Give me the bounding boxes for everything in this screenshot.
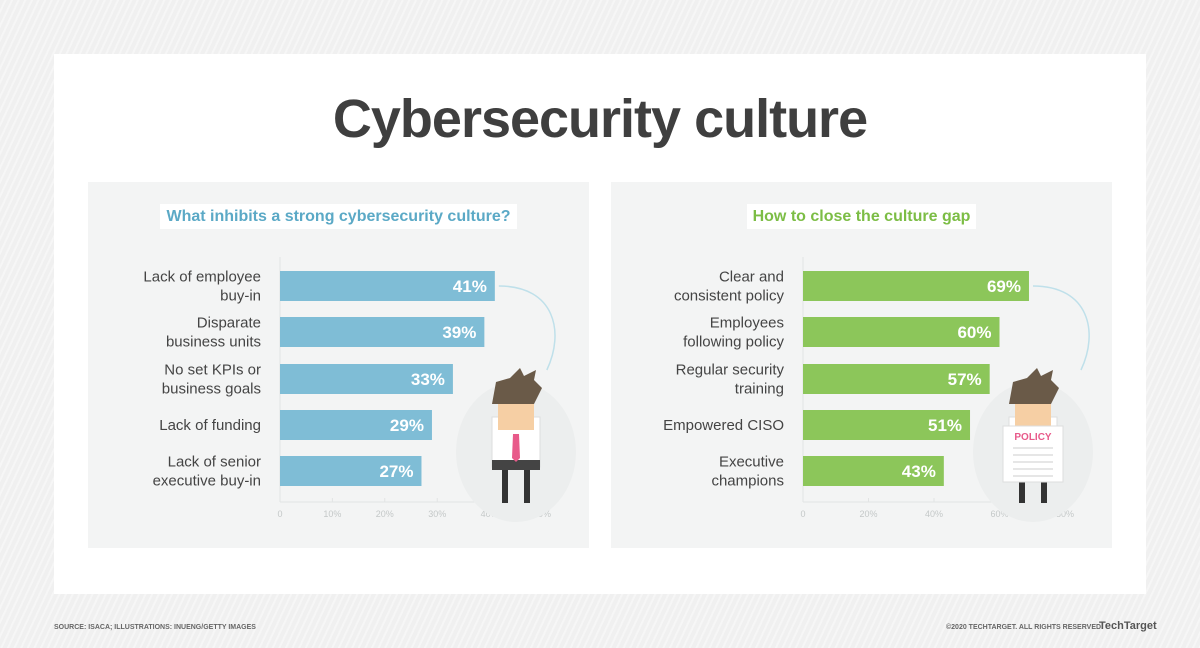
policy-label: POLICY (1014, 432, 1052, 443)
copyright: ©2020 TECHTARGET. ALL RIGHTS RESERVED (946, 624, 1102, 631)
data-label: 33% (411, 370, 445, 389)
category-label: champions (711, 473, 784, 490)
culture-gap-chart: 0 20% 40% 60% 80% 69% Clear and consistent poli… (663, 257, 1093, 522)
page-title: Cybersecurity culture (332, 89, 868, 149)
policy-document-icon (1002, 425, 1064, 483)
leg (1019, 467, 1025, 503)
category-label: business goals (162, 381, 261, 398)
hair (492, 368, 542, 404)
x-tick-label: 20% (859, 509, 877, 519)
bar (803, 317, 1000, 347)
category-label: Employees (710, 315, 784, 332)
techtarget-logo: TechTarget (1099, 620, 1157, 632)
arrow-icon (1032, 285, 1090, 371)
x-tick-label: 40% (925, 509, 943, 519)
bar (803, 410, 971, 440)
right-chart-title: How to close the culture gap (746, 204, 977, 229)
data-label: 41% (453, 277, 487, 296)
bar (803, 364, 990, 394)
category-label: Disparate (197, 315, 261, 332)
category-label: Lack of senior (168, 454, 261, 471)
infographic-card: Cybersecurity culture What inhibits a st… (54, 54, 1146, 594)
category-label: Empowered CISO (663, 417, 784, 434)
right-panel: How to close the culture gap 0 20% 40% 60% 8… (611, 182, 1112, 548)
x-tick-label: 30% (428, 509, 446, 519)
bar (280, 410, 432, 440)
x-tick-label: 0 (800, 509, 805, 519)
bar (803, 271, 1029, 301)
category-label: Executive (719, 454, 784, 471)
arrow-icon (498, 285, 556, 371)
leg (524, 467, 530, 503)
data-label: 57% (948, 370, 982, 389)
leg (502, 467, 508, 503)
x-tick-label: 0 (277, 509, 282, 519)
face (498, 400, 534, 430)
data-label: 27% (379, 462, 413, 481)
leg (1041, 467, 1047, 503)
category-label: Clear and (719, 269, 784, 286)
data-label: 69% (987, 277, 1021, 296)
data-label: 39% (442, 323, 476, 342)
category-label: No set KPIs or (164, 362, 261, 379)
category-label: buy-in (220, 288, 261, 305)
bar (280, 456, 422, 486)
category-label: consistent policy (674, 288, 785, 305)
face (1015, 400, 1051, 430)
x-tick-label: 20% (376, 509, 394, 519)
bar (280, 271, 495, 301)
hair (1009, 368, 1059, 404)
left-chart-title: What inhibits a strong cybersecurity cul… (160, 204, 517, 229)
x-tick-label: 10% (323, 509, 341, 519)
bar (803, 456, 944, 486)
inhibitors-chart: 010%20%30%40%50%41%Lack of employeebuy-i… (143, 257, 576, 522)
category-label: Regular security (676, 362, 785, 379)
bar (280, 317, 485, 347)
left-panel: What inhibits a strong cybersecurity cul… (88, 182, 589, 548)
category-label: Lack of funding (159, 417, 261, 434)
x-tick-label: 80% (1056, 509, 1074, 519)
category-label: Lack of employee (143, 269, 261, 286)
data-label: 51% (928, 416, 962, 435)
pants (492, 460, 540, 470)
data-label: 60% (957, 323, 991, 342)
data-label: 43% (902, 462, 936, 481)
tie-icon (512, 434, 520, 462)
category-label: training (735, 381, 784, 398)
source-note: SOURCE: ISACA; ILLUSTRATIONS: INUENG/GET… (54, 624, 256, 631)
bar (280, 364, 453, 394)
category-label: following policy (683, 334, 784, 351)
category-label: executive buy-in (153, 473, 261, 490)
x-tick-label: 60% (990, 509, 1008, 519)
data-label: 29% (390, 416, 424, 435)
category-label: business units (166, 334, 261, 351)
